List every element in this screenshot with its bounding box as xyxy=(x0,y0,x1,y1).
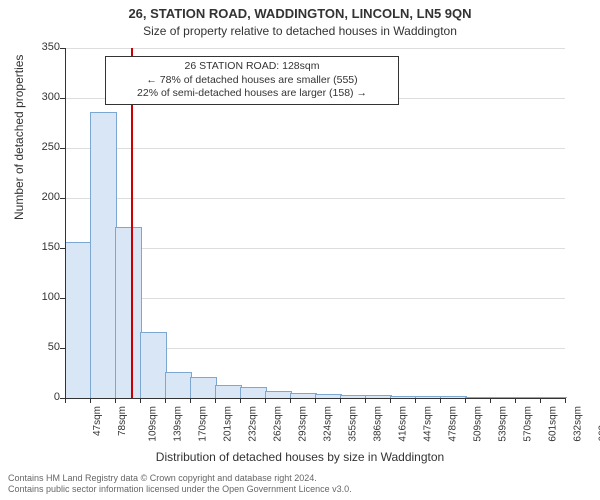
y-tick-label: 200 xyxy=(25,191,60,203)
x-tick-label: 570sqm xyxy=(523,406,534,442)
grid-line xyxy=(65,48,565,49)
y-tick-label: 150 xyxy=(25,241,60,253)
histogram-bar xyxy=(265,391,292,398)
footer-line2: Contains public sector information licen… xyxy=(8,484,352,496)
x-tick-mark xyxy=(165,398,166,403)
chart-title-main: 26, STATION ROAD, WADDINGTON, LINCOLN, L… xyxy=(0,6,600,21)
histogram-bar xyxy=(240,387,267,398)
histogram-bar xyxy=(140,332,167,398)
x-tick-mark xyxy=(390,398,391,403)
y-tick-label: 250 xyxy=(25,141,60,153)
y-tick-label: 0 xyxy=(25,391,60,403)
x-tick-mark xyxy=(240,398,241,403)
histogram-bar xyxy=(90,112,117,398)
grid-line xyxy=(65,148,565,149)
x-tick-mark xyxy=(540,398,541,403)
y-axis-label: Number of detached properties xyxy=(12,55,26,220)
annotation-line2: ← 78% of detached houses are smaller (55… xyxy=(112,74,392,88)
x-tick-label: 109sqm xyxy=(148,406,159,442)
x-tick-label: 478sqm xyxy=(448,406,459,442)
annotation-line3: 22% of semi-detached houses are larger (… xyxy=(112,87,392,101)
histogram-bar xyxy=(65,242,92,398)
x-tick-mark xyxy=(415,398,416,403)
x-tick-mark xyxy=(515,398,516,403)
x-tick-label: 78sqm xyxy=(117,406,128,436)
histogram-bar xyxy=(165,372,192,398)
x-tick-label: 324sqm xyxy=(323,406,334,442)
grid-line xyxy=(65,198,565,199)
x-tick-label: 632sqm xyxy=(573,406,584,442)
x-tick-label: 509sqm xyxy=(473,406,484,442)
x-tick-label: 539sqm xyxy=(498,406,509,442)
x-tick-mark xyxy=(190,398,191,403)
footer-line1: Contains HM Land Registry data © Crown c… xyxy=(8,473,352,485)
x-tick-label: 355sqm xyxy=(348,406,359,442)
histogram-bar xyxy=(215,385,242,398)
y-axis-line xyxy=(65,48,66,398)
x-tick-label: 601sqm xyxy=(548,406,559,442)
x-tick-mark xyxy=(340,398,341,403)
y-tick-label: 300 xyxy=(25,91,60,103)
histogram-bar xyxy=(190,377,217,398)
x-tick-mark xyxy=(65,398,66,403)
y-tick-label: 50 xyxy=(25,341,60,353)
x-tick-mark xyxy=(315,398,316,403)
x-tick-mark xyxy=(290,398,291,403)
histogram-bar xyxy=(115,227,142,398)
x-tick-mark xyxy=(490,398,491,403)
y-tick-label: 100 xyxy=(25,291,60,303)
x-tick-mark xyxy=(140,398,141,403)
x-tick-mark xyxy=(90,398,91,403)
x-tick-label: 232sqm xyxy=(248,406,259,442)
annotation-box: 26 STATION ROAD: 128sqm ← 78% of detache… xyxy=(105,56,399,105)
x-tick-label: 262sqm xyxy=(273,406,284,442)
x-tick-label: 201sqm xyxy=(223,406,234,442)
x-tick-mark xyxy=(365,398,366,403)
x-tick-label: 170sqm xyxy=(198,406,209,442)
x-tick-mark xyxy=(115,398,116,403)
chart-title-sub: Size of property relative to detached ho… xyxy=(0,24,600,38)
x-tick-mark xyxy=(465,398,466,403)
y-tick-label: 350 xyxy=(25,41,60,53)
annotation-line1: 26 STATION ROAD: 128sqm xyxy=(112,60,392,74)
x-tick-label: 293sqm xyxy=(298,406,309,442)
x-tick-label: 386sqm xyxy=(373,406,384,442)
x-tick-label: 416sqm xyxy=(398,406,409,442)
x-tick-label: 447sqm xyxy=(423,406,434,442)
x-tick-label: 139sqm xyxy=(173,406,184,442)
x-tick-mark xyxy=(265,398,266,403)
x-tick-label: 47sqm xyxy=(92,406,103,436)
x-tick-mark xyxy=(565,398,566,403)
x-axis-label: Distribution of detached houses by size … xyxy=(0,450,600,464)
x-tick-mark xyxy=(440,398,441,403)
x-tick-mark xyxy=(215,398,216,403)
footer: Contains HM Land Registry data © Crown c… xyxy=(8,473,352,496)
